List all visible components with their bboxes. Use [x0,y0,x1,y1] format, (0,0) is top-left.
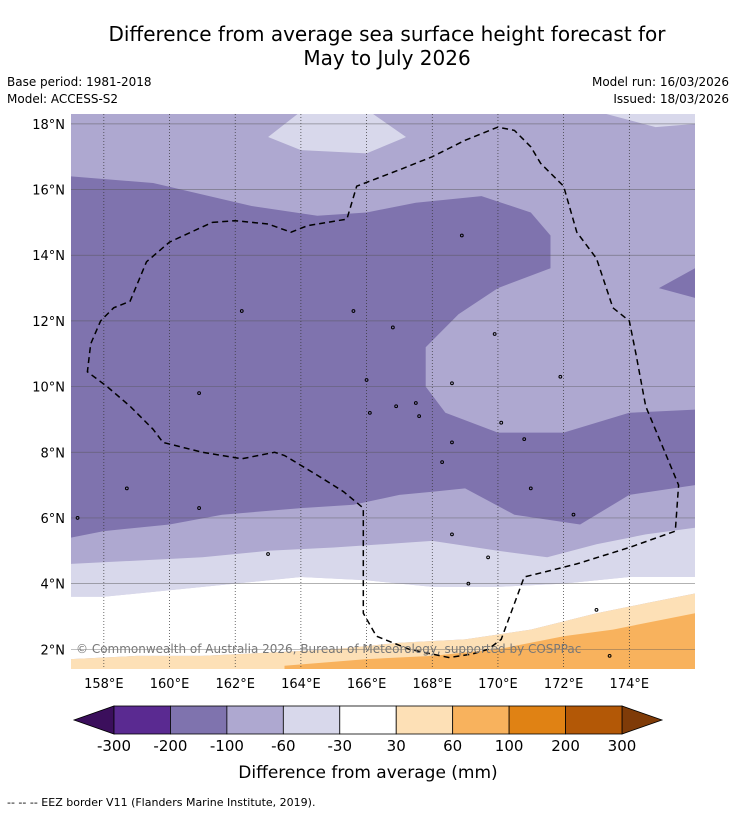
y-tick-label: 10°N [32,381,65,396]
x-tick-label: 162°E [215,677,255,692]
island-mark [239,309,244,313]
colorbar-tick-label: 100 [495,737,524,755]
colorbar-swatch [113,705,171,735]
colorbar-swatch [395,705,454,735]
region-6 [71,577,695,660]
island-mark [440,460,445,465]
colorbar-swatch [226,705,284,735]
map-gridlines [71,114,695,669]
island-mark [607,653,612,658]
x-tick-label: 166°E [347,677,387,692]
colorbar-swatch [282,705,341,735]
y-tick-label: 12°N [32,315,65,330]
y-tick-label: 2°N [41,643,66,658]
y-axis-ticks: 2°N 4°N 6°N 8°N 10°N 12°N 14°N 16°N 18°N [32,118,65,658]
island-mark [522,437,527,442]
island-mark [571,512,576,517]
region-3 [71,176,695,538]
copyright-text: © Commonwealth of Australia 2026, Bureau… [76,642,581,656]
island-mark [450,440,454,445]
island-mark [197,506,201,510]
y-tick-label: 18°N [32,118,65,133]
model-run: Model run: 16/03/2026 [591,75,729,89]
colorbar-title: Difference from average (mm) [238,763,497,783]
x-tick-label: 160°E [150,677,190,692]
chart-title-line1: Difference from average sea surface heig… [108,22,666,46]
base-period: Base period: 1981-2018 [7,75,152,89]
y-tick-label: 14°N [32,249,65,264]
island-mark [528,486,533,491]
x-tick-label: 168°E [412,677,452,692]
eez-footnote: -- -- -- EEZ border V11 (Flanders Marine… [7,796,316,809]
island-mark [499,420,504,425]
colorbar-tick-label: -60 [271,737,296,755]
x-tick-label: 164°E [281,677,321,692]
y-tick-label: 16°N [32,184,65,199]
x-tick-label: 158°E [84,677,124,692]
x-tick-label: 170°E [478,677,518,692]
colorbar-tick-label: 30 [387,737,406,755]
issued-date: Issued: 18/03/2026 [613,92,729,106]
island-mark [197,391,201,396]
colorbar-tick-label: -200 [153,737,187,755]
y-tick-label: 8°N [41,446,66,461]
colorbar-swatch [170,705,228,735]
colorbar-tick-label: -300 [97,737,131,755]
island-mark [367,410,372,415]
colorbar-swatch [565,705,623,735]
colorbar-tick-label: -30 [328,737,353,755]
chart-title: Difference from average sea surface heig… [0,22,736,70]
colorbar-extend-low [72,705,115,735]
island-mark [594,607,599,612]
island-mark [450,532,454,537]
island-mark [364,378,369,382]
y-tick-label: 4°N [41,578,66,593]
meta-left: Base period: 1981-2018 Model: ACCESS-S2 [7,74,152,108]
chart-title-line2: May to July 2026 [303,46,471,70]
island-mark [466,581,471,586]
island-mark [459,233,464,238]
colorbar-tick-label: 60 [443,737,462,755]
x-tick-label: 172°E [544,677,584,692]
island-mark [450,381,454,386]
island-mark [417,414,422,419]
colorbar-tick-label: -100 [210,737,244,755]
island-mark [558,374,563,379]
x-axis-ticks: 158°E 160°E 162°E 164°E 166°E 168°E 170°E 172°E… [84,677,649,692]
island-mark [75,516,80,520]
island-mark [492,332,497,336]
y-tick-label: 6°N [41,512,66,527]
colorbar-swatch [508,705,566,735]
colorbar-swatch [452,705,510,735]
region-5 [71,527,695,597]
model-name: Model: ACCESS-S2 [7,92,119,106]
island-mark [124,486,129,491]
eez-border-line [86,126,680,659]
island-mark [413,401,418,405]
colorbar: -300 -200 -100 -60 -30 30 60 100 200 300 [72,705,664,755]
island-mark [351,309,356,313]
island-mark [390,325,395,330]
colorbar-tick-label: 200 [551,737,580,755]
region-4 [658,268,695,298]
map-regions [71,114,695,669]
colorbar-swatch [339,705,397,735]
meta-right: Model run: 16/03/2026 Issued: 18/03/2026 [592,74,729,108]
colorbar-tick-label: 300 [608,737,637,755]
island-mark [486,555,490,560]
island-mark [266,552,270,556]
island-mark [394,404,399,409]
colorbar-extend-high [621,705,664,735]
eez-border [86,126,680,659]
x-tick-label: 174°E [610,677,650,692]
region-8 [284,613,695,669]
map-islands [75,233,612,658]
